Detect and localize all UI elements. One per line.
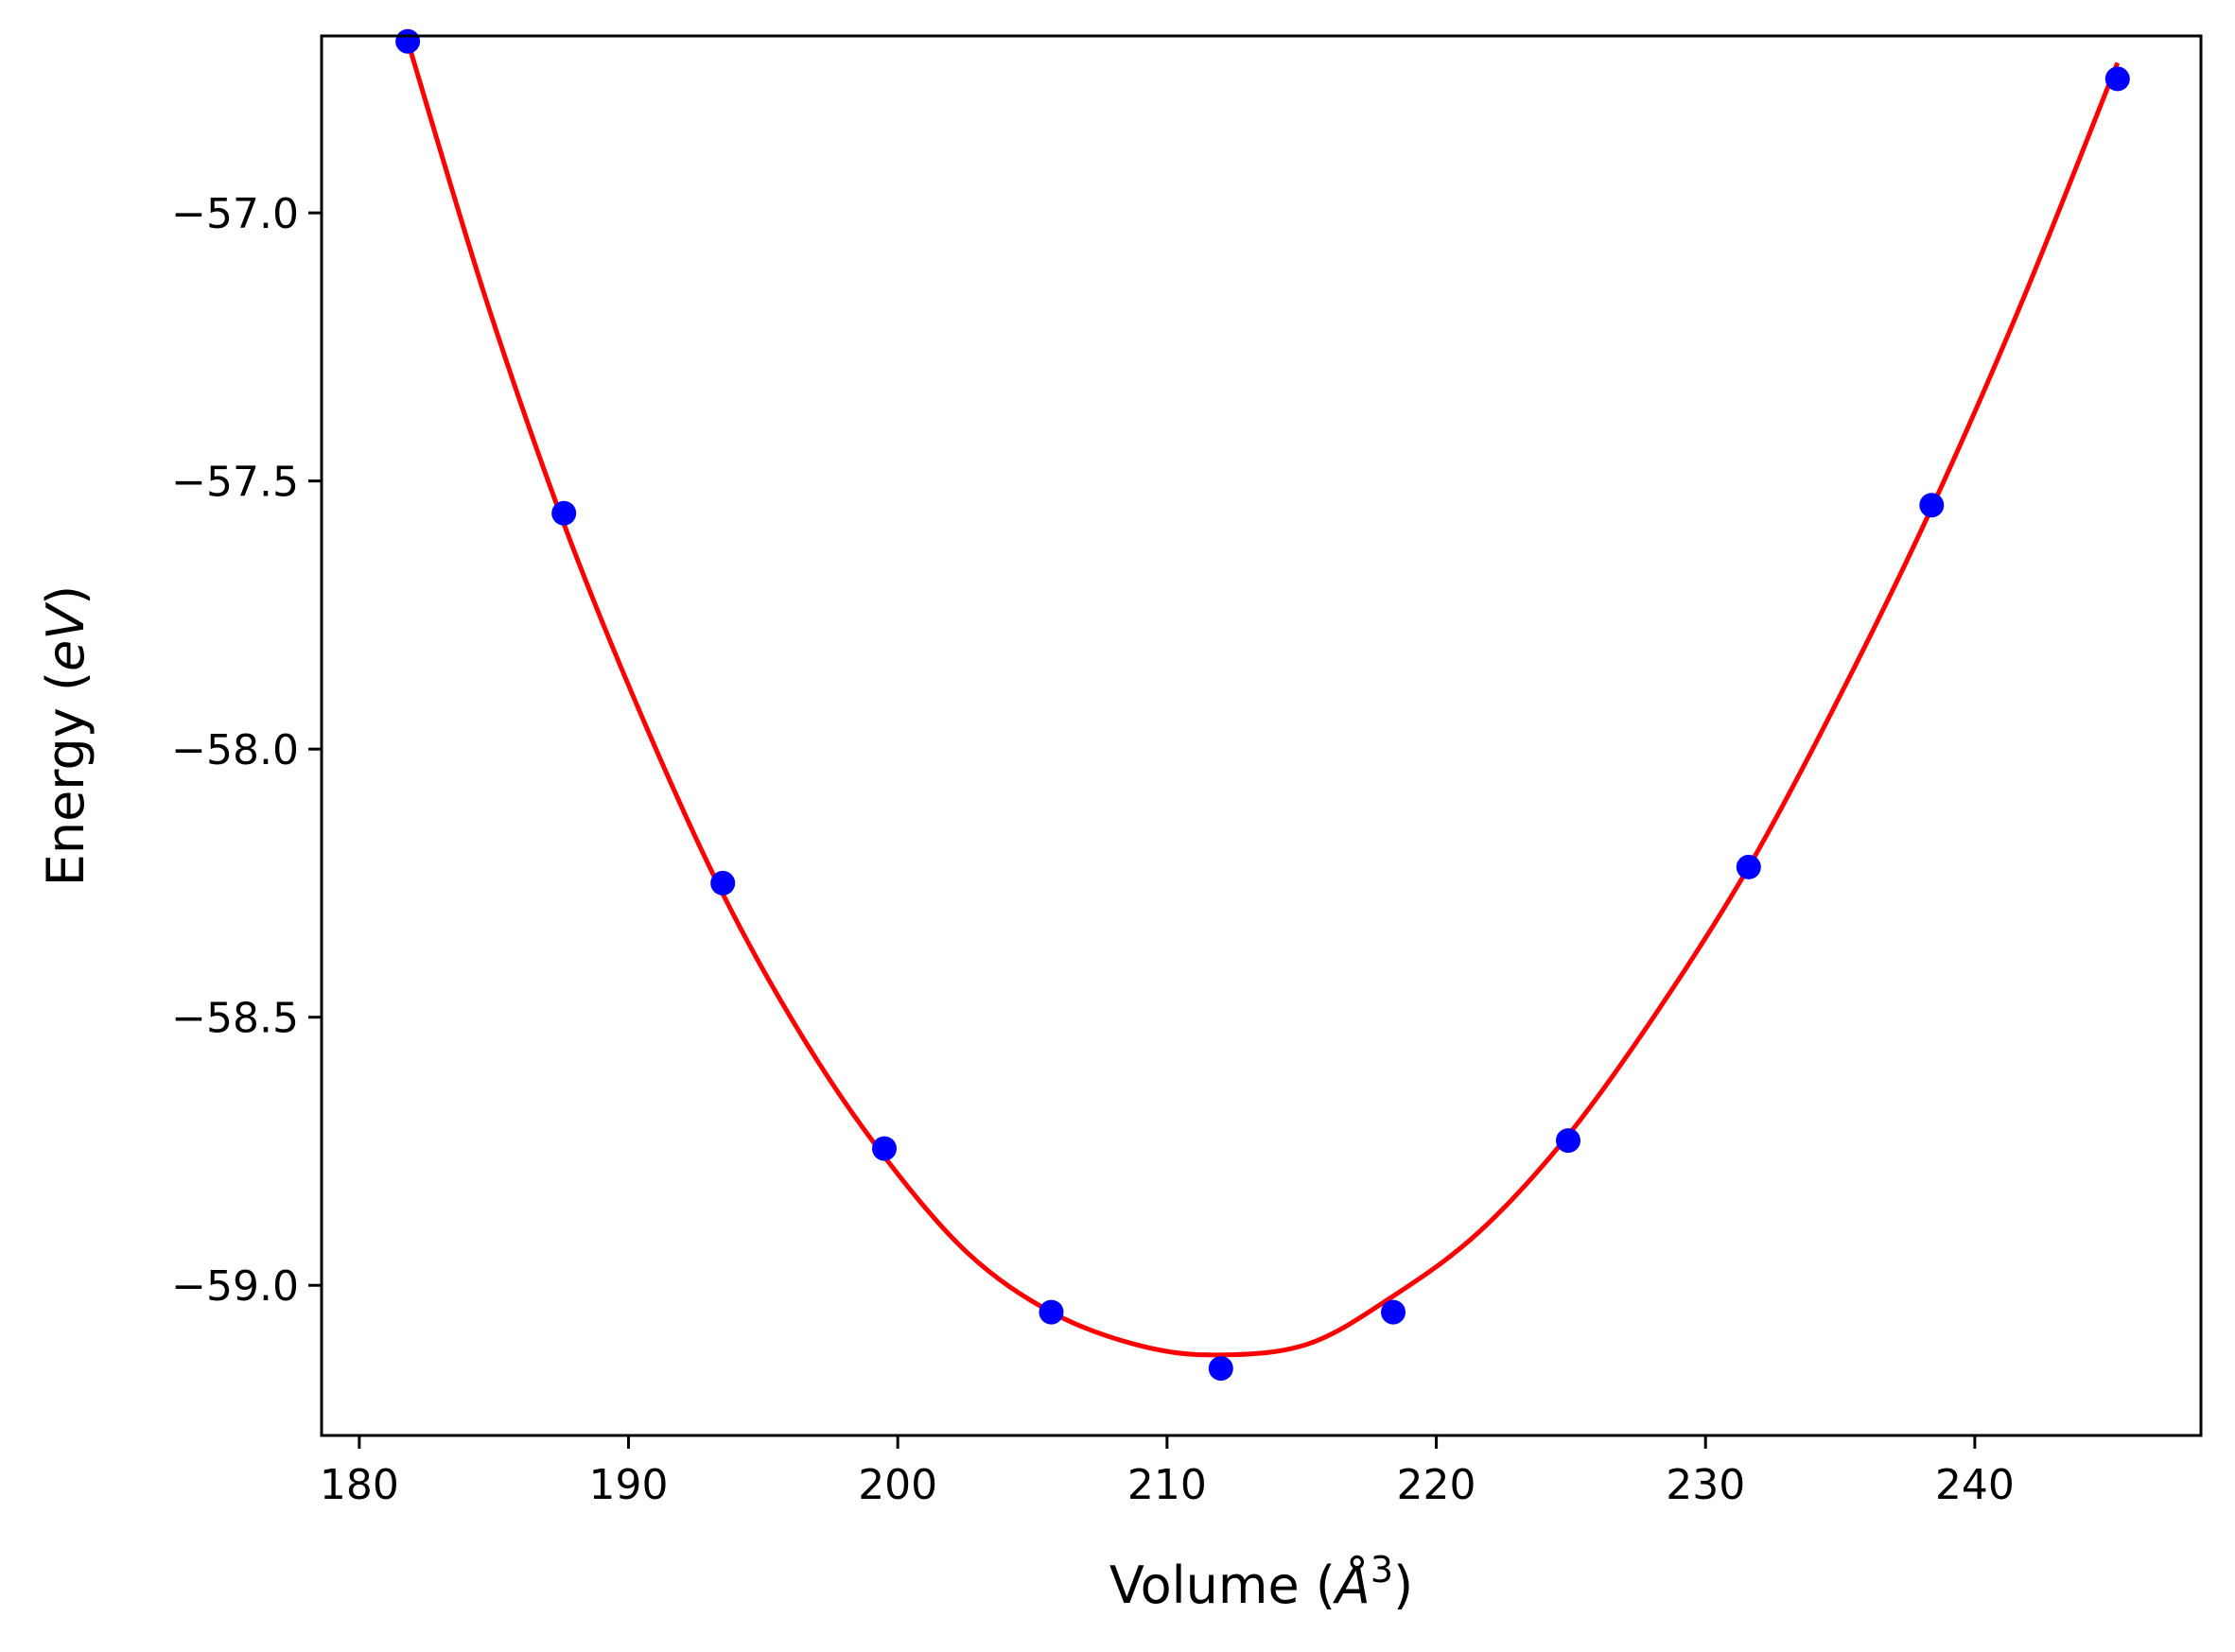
y-tick-label: −58.5 xyxy=(171,995,299,1043)
x-axis-label: Volume (Å3) xyxy=(1109,1549,1413,1615)
y-tick-label: −58.0 xyxy=(171,726,299,774)
data-point xyxy=(1919,493,1945,518)
data-point xyxy=(710,870,736,896)
data-point xyxy=(1039,1299,1064,1325)
y-tick-label: −59.0 xyxy=(171,1262,299,1311)
data-point xyxy=(2104,66,2130,92)
data-point xyxy=(551,500,577,526)
x-axis-label-exponent: 3 xyxy=(1371,1549,1393,1591)
data-points-layer xyxy=(395,28,2130,1382)
x-tick-label: 220 xyxy=(1397,1461,1476,1509)
y-tick-label: −57.0 xyxy=(171,190,299,238)
y-axis-label-unit: eV xyxy=(36,601,96,671)
data-point xyxy=(1556,1128,1580,1154)
fit-curve-line xyxy=(405,40,2121,1358)
data-point xyxy=(1736,854,1761,879)
y-axis-ticks: −57.0 −57.5 −58.0 −58.5 −59.0 xyxy=(171,190,322,1311)
x-axis-label-main: Volume ( xyxy=(1109,1556,1336,1615)
x-tick-label: 190 xyxy=(589,1461,669,1509)
x-tick-label: 240 xyxy=(1935,1461,2015,1509)
x-axis-label-symbol: Å xyxy=(1333,1555,1371,1615)
x-tick-label: 230 xyxy=(1666,1461,1745,1509)
x-tick-label: 180 xyxy=(320,1461,399,1509)
y-axis-label-close: ) xyxy=(36,585,96,605)
data-point xyxy=(395,28,421,54)
x-tick-label: 200 xyxy=(858,1461,937,1509)
plot-frame xyxy=(320,34,2203,1437)
y-axis-label-main: Energy ( xyxy=(36,671,96,886)
x-axis-ticks: 180 190 200 210 220 230 240 xyxy=(320,1435,2015,1509)
y-tick-label: −57.5 xyxy=(171,459,299,507)
data-point xyxy=(1381,1299,1406,1325)
x-axis-label-close: ) xyxy=(1393,1556,1413,1615)
data-point xyxy=(872,1136,897,1161)
data-point xyxy=(1208,1356,1233,1382)
fit-curve-layer xyxy=(405,40,2121,1358)
y-axis-label: Energy (eV) xyxy=(36,585,96,887)
x-tick-label: 210 xyxy=(1127,1461,1207,1509)
